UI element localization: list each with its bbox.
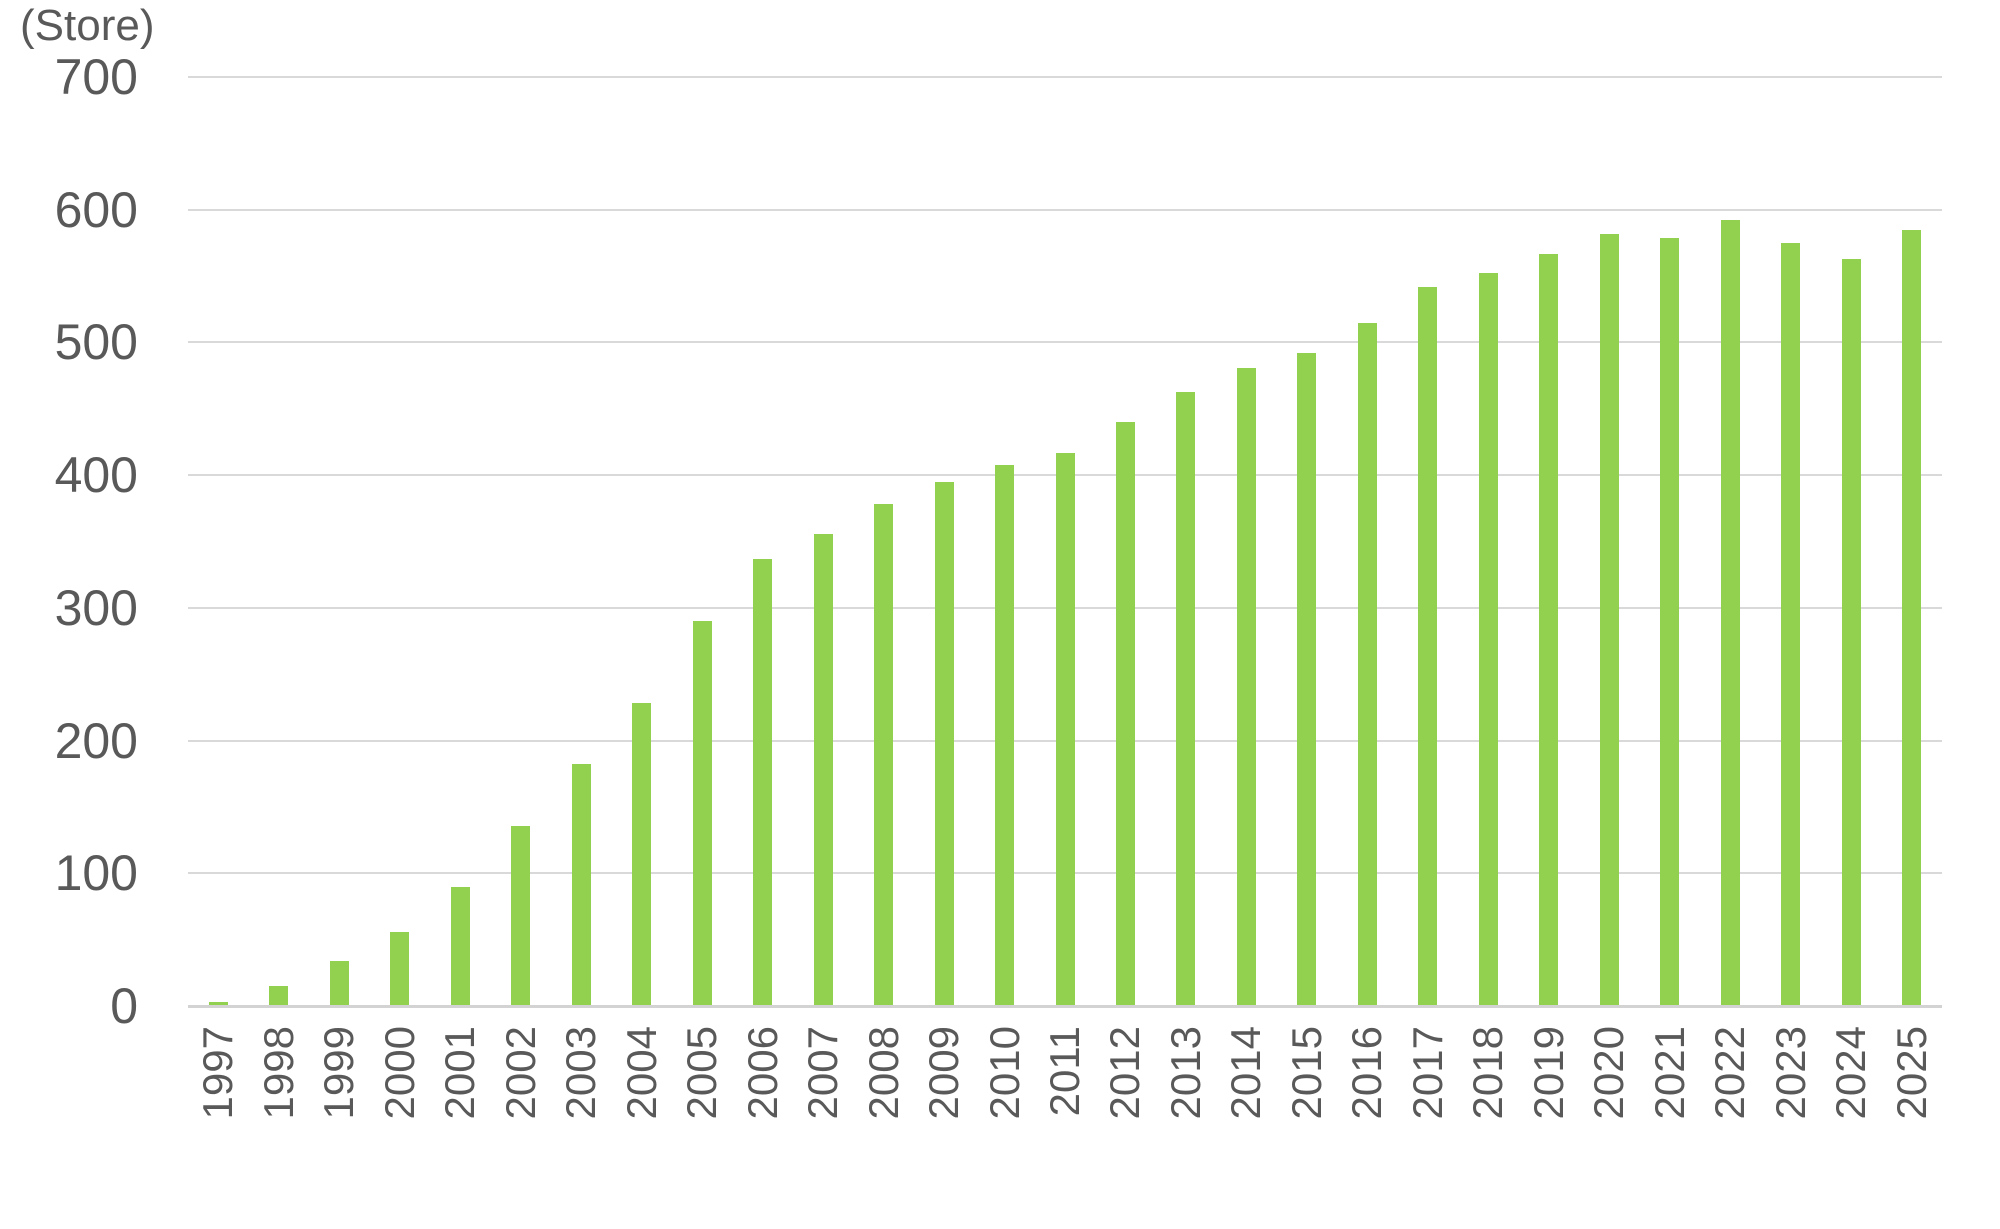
x-axis-tick-label: 2023 [1766,1026,1814,1120]
bar-2023 [1781,242,1801,1006]
bar-2014 [1236,367,1256,1006]
y-axis-unit-label: (Store) [20,1,155,50]
x-axis-tick-label: 2007 [799,1026,847,1120]
x-axis-tick-label: 2018 [1464,1026,1512,1120]
bar-2022 [1720,220,1740,1006]
y-axis-tick-label: 200 [54,712,138,769]
x-axis-line [188,1005,1942,1008]
bar-1997 [208,1002,228,1006]
bar-1998 [269,986,289,1006]
bar-2006 [753,558,773,1006]
y-axis-tick-label: 400 [54,447,138,504]
x-axis-tick-label: 2024 [1827,1026,1875,1120]
x-axis-tick-label: 2000 [375,1026,423,1120]
y-axis-tick-label: 700 [54,49,138,105]
x-axis-tick-label: 2021 [1645,1026,1693,1120]
y-axis-tick-label: 100 [54,845,138,902]
y-gridline [188,76,1942,78]
x-axis-tick-label: 2020 [1585,1026,1633,1120]
x-axis-tick-label: 2013 [1161,1026,1209,1120]
x-axis-tick-label: 2025 [1887,1026,1935,1120]
x-axis-tick-label: 2002 [496,1026,544,1120]
x-axis-tick-label: 2005 [678,1026,726,1120]
bar-2000 [390,931,410,1006]
bar-2008 [874,504,894,1006]
y-axis-tick-label: 0 [110,978,138,1034]
x-axis-tick-label: 2022 [1706,1026,1754,1120]
x-axis-tick-label: 2003 [557,1026,605,1120]
bar-2010 [995,464,1015,1006]
bar-1999 [329,960,349,1006]
x-axis-tick-label: 2019 [1524,1026,1572,1120]
y-axis-tick-label: 600 [54,181,138,238]
x-axis-tick-label: 2015 [1282,1026,1330,1120]
x-axis-tick-label: 1997 [194,1026,242,1120]
y-axis-tick-label: 300 [54,579,138,636]
bar-2019 [1539,253,1559,1006]
x-axis-tick-label: 2001 [436,1026,484,1120]
x-axis-tick-label: 2012 [1101,1026,1149,1120]
bar-2001 [450,886,470,1006]
bar-2016 [1357,322,1377,1006]
y-axis-tick-label: 500 [54,314,138,371]
x-axis-tick-label: 2016 [1343,1026,1391,1120]
bar-2009 [934,481,954,1006]
bar-2024 [1841,258,1861,1006]
bar-2020 [1599,233,1619,1006]
x-axis-tick-label: 2017 [1403,1026,1451,1120]
x-axis-tick-label: 2008 [859,1026,907,1120]
bar-2025 [1902,229,1922,1006]
bar-2018 [1478,273,1498,1006]
x-axis-tick-label: 2004 [617,1026,665,1120]
plot-area [188,76,1942,1006]
bar-2002 [511,825,531,1006]
x-axis-tick-label: 2009 [920,1026,968,1120]
x-axis-tick-label: 2010 [980,1026,1028,1120]
bar-2004 [632,703,652,1006]
x-axis-tick-label: 1998 [254,1026,302,1120]
x-axis-tick-label: 2006 [738,1026,786,1120]
y-gridline [188,208,1942,211]
x-axis-tick-label: 2011 [1041,1026,1088,1117]
bar-2011 [1055,452,1075,1006]
x-axis-tick-label: 1999 [315,1026,363,1120]
bar-2013 [1176,391,1196,1006]
bar-2003 [571,764,591,1006]
bar-2015 [1297,353,1317,1006]
bar-2021 [1660,237,1680,1006]
bar-2012 [1115,422,1135,1006]
y-gridline [188,341,1942,344]
bar-2005 [692,621,712,1006]
bar-2017 [1418,286,1438,1006]
bar-2007 [813,533,833,1006]
x-axis-tick-label: 2014 [1222,1026,1270,1120]
